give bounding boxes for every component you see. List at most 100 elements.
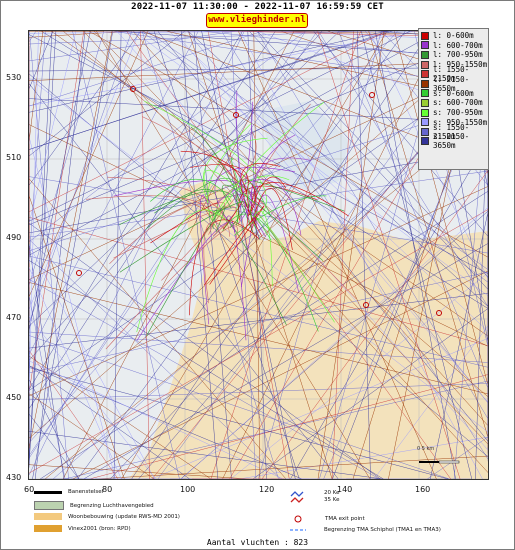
flight-track (29, 295, 66, 479)
flight-track (29, 282, 488, 395)
legend-item: l: 0-600m (419, 31, 488, 41)
flight-track (144, 100, 267, 215)
legend-item: l: 600-700m (419, 41, 488, 51)
flight-track (29, 136, 116, 479)
flight-track (429, 211, 488, 479)
legend-item: s: 600-700m (419, 98, 488, 108)
flight-track (356, 31, 371, 479)
flight-track (331, 31, 354, 479)
key-vinex: Vinex2001 (bron: RPD) (34, 525, 131, 532)
flight-count: Aantal vluchten : 823 (206, 538, 309, 547)
flight-track (252, 308, 488, 479)
flight-track (168, 31, 488, 332)
flight-track (256, 31, 488, 278)
flight-track (29, 31, 340, 327)
x-tick-label: 80 (102, 485, 113, 494)
y-tick-label: 490 (6, 233, 22, 242)
legend-item: l: 700-950m (419, 50, 488, 60)
flight-track (29, 464, 250, 479)
flight-track (29, 279, 380, 479)
legend-swatch (421, 41, 429, 50)
flight-track (29, 31, 54, 89)
flight-track (214, 167, 295, 232)
flight-track (240, 163, 281, 236)
flight-track (368, 31, 488, 438)
flight-track (207, 122, 252, 226)
noise-contour-icon (290, 491, 304, 503)
y-tick-label: 470 (6, 313, 22, 322)
flight-track (180, 150, 249, 228)
brand-link[interactable]: www.vlieghinder.nl (206, 13, 308, 28)
key-runway: Banenstelsel (34, 489, 103, 495)
flight-track (72, 270, 488, 479)
flight-track (29, 178, 287, 479)
flight-track (29, 31, 440, 256)
flight-track (131, 31, 431, 479)
scale-bar (419, 460, 460, 464)
legend-swatch (421, 108, 429, 117)
flight-track (29, 365, 190, 479)
land-area (129, 181, 488, 479)
flight-track (105, 225, 238, 350)
flight-track (317, 31, 385, 479)
flight-track (29, 331, 488, 363)
flight-track (201, 31, 296, 479)
flight-track (29, 293, 488, 349)
flight-track (29, 222, 381, 479)
key-tma-boundary: Begrenzing TMA Schiphol (TMA1 en TMA3) (290, 527, 441, 533)
flight-track (173, 31, 488, 403)
legend-swatch (421, 137, 429, 146)
y-tick-label: 430 (6, 473, 22, 482)
y-tick-label: 510 (6, 153, 22, 162)
flight-track (189, 219, 259, 316)
flight-track (217, 131, 257, 202)
flight-track (250, 182, 349, 221)
scale-label: 0 5 km (417, 446, 435, 452)
flight-track (222, 184, 324, 261)
flight-track (29, 60, 488, 81)
flight-track (29, 39, 488, 439)
airport-swatch (34, 501, 64, 510)
legend-item: l: 2150-3650m (419, 75, 488, 93)
map-key: Banenstelsel Begrenzing Luchthavengebied… (28, 484, 487, 540)
flight-track (32, 31, 114, 479)
legend-swatch (421, 89, 429, 98)
flight-track (153, 31, 300, 479)
flight-track (29, 31, 322, 34)
legend-swatch (421, 79, 429, 88)
flight-track (253, 31, 261, 479)
x-tick-label: 100 (180, 485, 196, 494)
flight-track (256, 31, 488, 419)
flight-track (190, 164, 249, 230)
key-airport-boundary: Begrenzing Luchthavengebied (34, 501, 154, 510)
housing-swatch (34, 513, 62, 520)
flight-track (146, 205, 226, 337)
flight-track (52, 100, 488, 479)
x-tick-label: 140 (337, 485, 353, 494)
tma-exit-point (233, 112, 239, 118)
flight-track (29, 73, 488, 457)
flight-track (29, 31, 133, 324)
flight-track (203, 137, 268, 203)
flight-track (29, 31, 44, 142)
flight-track (146, 31, 488, 270)
tma-boundary-icon (290, 529, 306, 531)
flight-track (188, 31, 333, 479)
flight-track (29, 360, 284, 479)
flight-track (119, 190, 239, 226)
vinex-swatch (34, 525, 62, 532)
tma-exit-point (369, 92, 375, 98)
flight-track (77, 31, 406, 479)
flight-track (29, 31, 113, 449)
key-noise-contours: 20 Ke 35 Ke (290, 490, 339, 504)
flight-track (230, 31, 257, 479)
flight-track (29, 31, 142, 186)
flight-track (29, 31, 306, 243)
flight-track (29, 33, 488, 226)
flight-track (29, 31, 411, 222)
flight-track (157, 31, 488, 442)
flight-track (200, 194, 210, 325)
flight-track (72, 31, 180, 479)
flight-track (29, 31, 318, 456)
flight-track (29, 31, 134, 38)
